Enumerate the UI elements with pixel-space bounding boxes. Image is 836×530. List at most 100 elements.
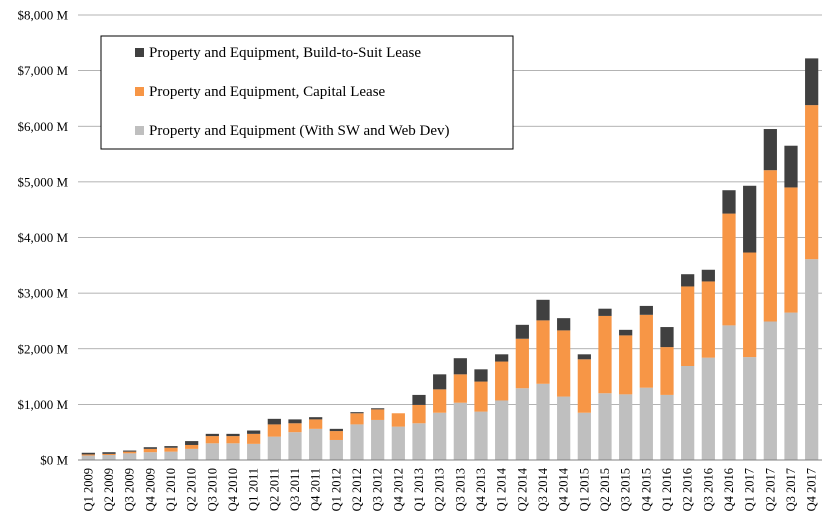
bar-segment-series-0 xyxy=(763,321,777,460)
bar-segment-series-2 xyxy=(267,418,281,425)
bar-segment-series-2 xyxy=(433,374,447,390)
legend-swatch xyxy=(135,126,144,135)
x-tick-label: Q3 2011 xyxy=(288,468,302,511)
bar-segment-series-1 xyxy=(557,330,571,397)
bar-segment-series-1 xyxy=(185,444,199,449)
x-tick-label: Q1 2011 xyxy=(247,468,261,511)
x-tick-label: Q3 2017 xyxy=(784,468,798,511)
bar-segment-series-2 xyxy=(412,394,426,405)
x-tick-label: Q2 2012 xyxy=(350,468,364,511)
legend: Property and Equipment, Build-to-Suit Le… xyxy=(100,35,514,150)
bar-segment-series-2 xyxy=(247,430,261,434)
x-tick-label: Q2 2011 xyxy=(267,468,281,511)
bar-segment-series-0 xyxy=(164,451,178,460)
legend-label: Property and Equipment (With SW and Web … xyxy=(149,123,450,139)
bar-segment-series-1 xyxy=(536,320,550,384)
bar-segment-series-0 xyxy=(722,325,736,460)
x-tick-label: Q3 2013 xyxy=(453,468,467,511)
bar-segment-series-1 xyxy=(309,419,323,429)
x-tick-label: Q3 2010 xyxy=(205,468,219,511)
bar-segment-series-0 xyxy=(681,365,695,460)
x-tick-label: Q1 2012 xyxy=(329,468,343,511)
bar-segment-series-1 xyxy=(123,451,137,454)
bar-segment-series-0 xyxy=(536,383,550,460)
bar-segment-series-0 xyxy=(577,412,591,460)
legend-swatch xyxy=(135,87,144,96)
bar-segment-series-0 xyxy=(805,259,819,460)
x-tick-label: Q3 2014 xyxy=(536,467,550,511)
x-tick-label: Q1 2016 xyxy=(660,468,674,511)
bar-segment-series-1 xyxy=(350,413,364,425)
bar-segment-series-2 xyxy=(371,408,385,410)
bar-segment-series-1 xyxy=(102,453,116,455)
bar-segment-series-0 xyxy=(391,426,405,460)
bar-segment-series-2 xyxy=(660,327,674,348)
bar-segment-series-2 xyxy=(350,412,364,414)
bar-segment-series-0 xyxy=(474,411,488,460)
bar-segment-series-2 xyxy=(143,447,157,449)
bar-segment-series-1 xyxy=(226,436,240,444)
bar-segment-series-1 xyxy=(660,347,674,395)
y-tick-label: $7,000 M xyxy=(17,63,68,78)
bar-segment-series-1 xyxy=(143,448,157,453)
bar-segment-series-1 xyxy=(433,389,447,413)
bar-segment-series-0 xyxy=(205,443,219,460)
bar-segment-series-1 xyxy=(743,252,757,358)
bar-segment-series-2 xyxy=(639,305,653,315)
bar-segment-series-0 xyxy=(81,455,95,460)
bar-segment-series-1 xyxy=(495,361,509,401)
bar-segment-series-0 xyxy=(102,454,116,460)
x-tick-label: Q2 2016 xyxy=(681,468,695,511)
x-tick-label: Q4 2016 xyxy=(722,468,736,511)
bar-segment-series-2 xyxy=(164,446,178,448)
bar-segment-series-2 xyxy=(701,269,715,282)
bar-segment-series-2 xyxy=(81,452,95,455)
bar-segment-series-2 xyxy=(784,145,798,188)
y-tick-label: $5,000 M xyxy=(17,174,68,189)
bar-segment-series-0 xyxy=(309,428,323,460)
bar-segment-series-0 xyxy=(412,423,426,460)
bar-segment-series-0 xyxy=(288,432,302,460)
bar-segment-series-1 xyxy=(247,433,261,444)
bar-segment-series-0 xyxy=(495,400,509,460)
y-tick-label: $8,000 M xyxy=(17,8,68,23)
x-tick-label: Q4 2013 xyxy=(474,468,488,511)
bar-segment-series-2 xyxy=(577,354,591,360)
bar-segment-series-2 xyxy=(123,450,137,452)
x-tick-label: Q2 2017 xyxy=(763,468,777,511)
bar-segment-series-0 xyxy=(350,424,364,460)
bar-segment-series-1 xyxy=(412,404,426,424)
bar-segment-series-2 xyxy=(515,324,529,339)
bar-segment-series-1 xyxy=(701,281,715,358)
bar-segment-series-0 xyxy=(247,443,261,460)
bar-segment-series-2 xyxy=(226,433,240,437)
y-tick-label: $0 M xyxy=(40,453,68,468)
x-tick-label: Q4 2012 xyxy=(391,468,405,511)
x-tick-label: Q1 2010 xyxy=(164,468,178,511)
bar-segment-series-1 xyxy=(288,423,302,433)
x-tick-label: Q3 2015 xyxy=(619,468,633,511)
legend-box xyxy=(100,35,514,150)
bar-segment-series-1 xyxy=(805,105,819,260)
bar-segment-series-0 xyxy=(784,312,798,460)
x-tick-label: Q2 2013 xyxy=(433,468,447,511)
bar-segment-series-2 xyxy=(329,428,343,432)
bar-segment-series-1 xyxy=(474,381,488,412)
bar-segment-series-2 xyxy=(536,299,550,321)
bar-segment-series-1 xyxy=(722,213,736,326)
bar-segment-series-0 xyxy=(598,393,612,460)
legend-label: Property and Equipment, Capital Lease xyxy=(149,84,386,100)
x-tick-label: Q1 2013 xyxy=(412,468,426,511)
bar-segment-series-0 xyxy=(185,448,199,460)
bar-segment-series-0 xyxy=(557,396,571,460)
bar-segment-series-2 xyxy=(453,358,467,375)
bar-segment-series-2 xyxy=(681,274,695,287)
bar-segment-series-2 xyxy=(557,318,571,331)
x-axis-tick-labels: Q1 2009 Q2 2009 Q3 2009 Q4 2009 Q1 2010 Q2 20… xyxy=(81,467,818,511)
bar-segment-series-0 xyxy=(660,394,674,460)
bar-segment-series-2 xyxy=(309,417,323,420)
bar-segment-series-1 xyxy=(164,447,178,452)
bar-segment-series-0 xyxy=(453,402,467,460)
